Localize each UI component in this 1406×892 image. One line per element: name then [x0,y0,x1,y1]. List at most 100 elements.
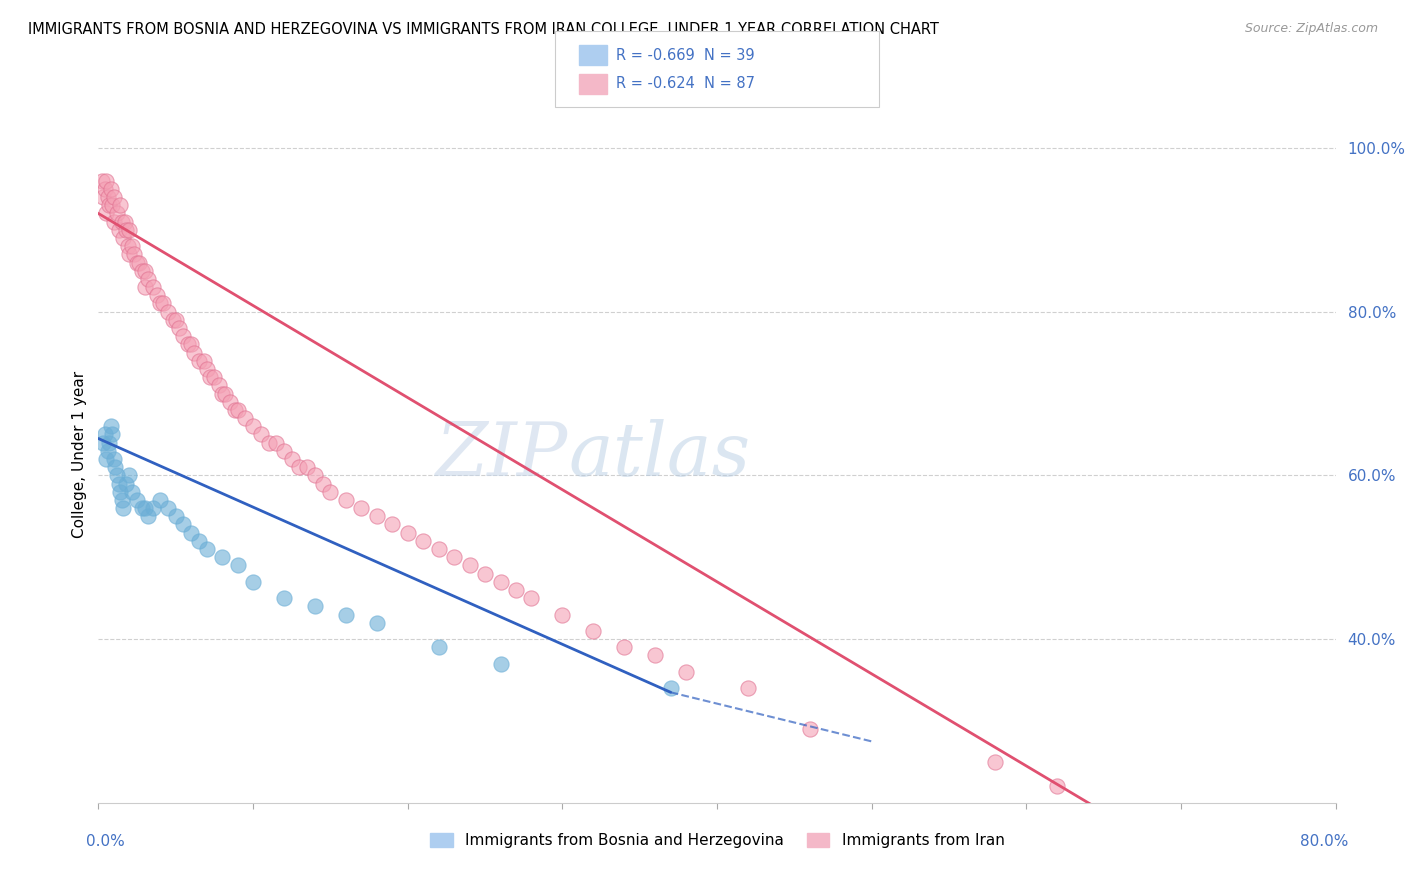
Point [350,501,373,516]
Text: R = -0.669  N = 39: R = -0.669 N = 39 [616,48,755,62]
Point [114,214,136,228]
Text: atlas: atlas [568,418,751,491]
Point [319,484,342,499]
Point [149,492,172,507]
Point [108,484,131,499]
Point [297,460,319,475]
Point [312,476,335,491]
Point [250,427,273,442]
Point [157,501,180,516]
Text: 80.0%: 80.0% [1299,834,1348,849]
Point [188,353,211,368]
Point [214,386,236,401]
Y-axis label: College, Under 1 year: College, Under 1 year [72,371,87,539]
Point [134,264,156,278]
Point [152,296,174,310]
Point [288,460,311,475]
Point [103,214,125,228]
Point [984,755,1007,769]
Point [93,427,115,442]
Point [520,591,543,606]
Point [173,329,195,343]
Point [127,255,149,269]
Point [122,247,145,261]
Point [180,525,202,540]
Point [98,198,121,212]
Point [474,566,496,581]
Point [335,607,357,622]
Text: Source: ZipAtlas.com: Source: ZipAtlas.com [1244,22,1378,36]
Point [235,411,257,425]
Point [101,198,124,212]
Point [204,370,226,384]
Point [157,304,180,318]
Point [101,427,124,442]
Point [582,624,605,638]
Point [118,468,141,483]
Point [134,280,156,294]
Point [142,280,165,294]
Point [90,174,112,188]
Text: ZIP: ZIP [436,418,568,491]
Point [675,665,697,679]
Point [136,509,159,524]
Point [134,501,156,516]
Point [136,272,159,286]
Point [96,206,118,220]
Point [121,239,143,253]
Point [162,313,184,327]
Point [131,264,153,278]
Point [489,657,512,671]
Point [304,599,326,614]
Point [335,492,357,507]
Point [226,403,249,417]
Point [1046,780,1069,794]
Point [91,435,114,450]
Point [115,223,138,237]
Point [505,582,527,597]
Point [211,386,233,401]
Point [224,403,246,417]
Point [195,362,218,376]
Point [142,501,165,516]
Point [131,501,153,516]
Point [208,378,231,392]
Point [266,435,288,450]
Point [1201,812,1223,826]
Point [281,452,304,467]
Point [242,574,264,589]
Point [427,640,450,655]
Point [183,345,205,359]
Point [366,615,388,630]
Point [127,492,149,507]
Point [211,550,233,565]
Point [613,640,636,655]
Text: 0.0%: 0.0% [86,834,125,849]
Point [108,198,131,212]
Point [103,452,125,467]
Point [167,321,190,335]
Point [118,223,141,237]
Point [112,231,135,245]
Text: IMMIGRANTS FROM BOSNIA AND HERZEGOVINA VS IMMIGRANTS FROM IRAN COLLEGE, UNDER 1 : IMMIGRANTS FROM BOSNIA AND HERZEGOVINA V… [28,22,939,37]
Point [551,607,574,622]
Point [97,190,120,204]
Point [128,255,150,269]
Point [195,542,218,557]
Point [458,558,481,573]
Point [103,190,125,204]
Point [273,443,295,458]
Point [273,591,295,606]
Point [149,296,172,310]
Point [177,337,200,351]
Point [93,182,115,196]
Text: R = -0.624  N = 87: R = -0.624 N = 87 [616,77,755,91]
Point [226,558,249,573]
Point [115,476,138,491]
Point [112,501,135,516]
Point [173,517,195,532]
Point [98,435,121,450]
Point [107,223,129,237]
Point [427,542,450,557]
Point [117,239,139,253]
